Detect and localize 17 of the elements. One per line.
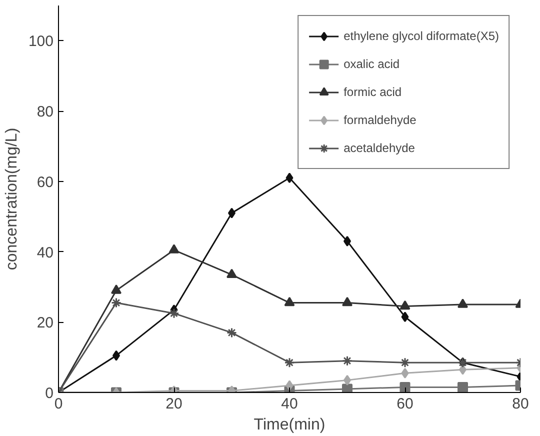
legend-label: acetaldehyde bbox=[344, 141, 415, 155]
y-tick-label: 20 bbox=[36, 314, 54, 332]
x-tick-label: 60 bbox=[396, 396, 414, 412]
legend-label: formaldehyde bbox=[344, 113, 416, 127]
x-tick-label: 20 bbox=[166, 396, 182, 412]
y-tick-label: 100 bbox=[28, 33, 54, 50]
y-tick-label: 0 bbox=[45, 385, 54, 402]
x-tick-label: 80 bbox=[512, 396, 529, 412]
y-tick-label: 60 bbox=[36, 174, 54, 191]
legend-label: ethylene glycol diformate(X5) bbox=[344, 29, 499, 43]
x-axis-title: Time(min) bbox=[254, 416, 326, 434]
y-tick-label: 40 bbox=[36, 244, 54, 262]
y-tick-label: 80 bbox=[36, 104, 54, 121]
x-tick-label: 40 bbox=[281, 396, 298, 412]
legend-label: oxalic acid bbox=[344, 57, 400, 71]
y-axis-title: concentration(mg/L) bbox=[3, 128, 20, 270]
legend-label: formic acid bbox=[344, 85, 402, 99]
